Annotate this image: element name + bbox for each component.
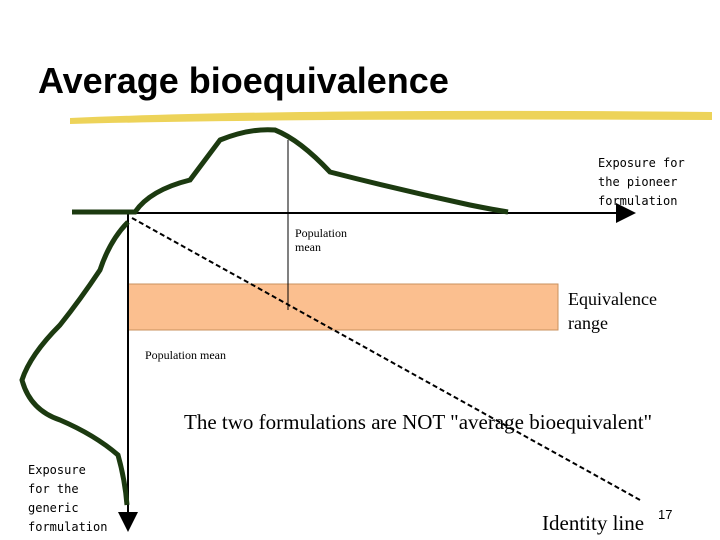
title-underline: [70, 110, 712, 124]
title: Average bioequivalence: [38, 60, 449, 101]
pioneer-curve: [72, 127, 509, 215]
equivalence-range: [127, 283, 559, 331]
identity-label: Identity line: [542, 511, 644, 535]
pioneer-label: Exposure for the pioneer formulation: [598, 156, 685, 208]
generic-label: Exposure for the generic formulation: [28, 463, 107, 534]
generic-curve: [19, 220, 130, 506]
population-mean-left: Population mean: [145, 348, 226, 362]
population-mean-top: Population mean: [295, 226, 347, 254]
statement: The two formulations are NOT "average bi…: [184, 410, 652, 434]
equivalence-label: Equivalence range: [568, 289, 657, 333]
page-number: 17: [658, 507, 672, 522]
identity-line: [131, 217, 641, 501]
